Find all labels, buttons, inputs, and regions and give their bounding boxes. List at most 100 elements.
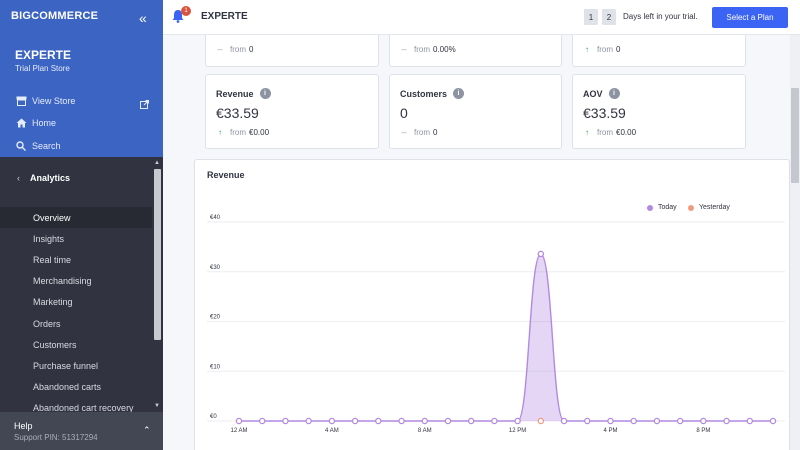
today-point: [723, 417, 730, 425]
y-tick-label: €30: [210, 265, 221, 271]
customers-card[interactable]: Customers i 0 -- from 0: [389, 74, 562, 149]
sidebar-scroll-thumb[interactable]: [154, 169, 161, 340]
legend-swatch: [688, 204, 694, 211]
from-label: from: [414, 45, 430, 54]
info-icon[interactable]: i: [608, 88, 620, 99]
metric-card: -- from 0: [205, 35, 379, 67]
metric-delta: -- from 0: [400, 128, 437, 137]
store-plan: Trial Plan Store: [15, 64, 70, 73]
today-point: [351, 417, 359, 425]
today-point: [491, 417, 498, 425]
sidebar-item-abandoned-cart-recovery[interactable]: Abandoned cart recovery: [33, 403, 134, 414]
analytics-section-toggle[interactable]: ‹ Analytics: [0, 167, 152, 189]
today-point: [584, 417, 591, 425]
legend-swatch: [647, 204, 653, 211]
today-point: [398, 417, 405, 425]
metric-label: Customers i: [400, 88, 465, 99]
page-scrollbar[interactable]: [790, 35, 800, 450]
today-line: [239, 253, 773, 422]
legend-item-yesterday[interactable]: Yesterday: [688, 204, 730, 211]
metric-delta: ↑ from 0: [583, 45, 620, 54]
from-label: from: [597, 128, 613, 137]
notification-bell-icon[interactable]: [172, 9, 184, 28]
scroll-down-icon[interactable]: ▼: [154, 403, 160, 409]
topbar: 1 EXPERTE 1 2 Days left in your trial. S…: [163, 0, 800, 35]
arrow-up-icon: ↑: [585, 45, 589, 54]
help-panel[interactable]: Help Support PIN: 51317294 ⌃: [0, 412, 163, 450]
chart-title: Revenue: [207, 170, 245, 180]
today-point: [769, 417, 777, 425]
sidebar-item-real-time[interactable]: Real time: [33, 254, 72, 265]
trial-text: Days left in your trial.: [623, 12, 698, 21]
analytics-section-title: Analytics: [30, 173, 71, 183]
today-point: [560, 417, 568, 425]
today-point: [514, 417, 521, 425]
sidebar-item-insights[interactable]: Insights: [33, 233, 65, 244]
metric-value: 0: [400, 105, 408, 121]
main-content: -- from 0 -- from 0.00% ↑ from 0 Revenue…: [163, 35, 790, 450]
chevron-up-icon[interactable]: ⌃: [143, 425, 151, 435]
external-link-icon[interactable]: [140, 96, 149, 114]
scroll-up-icon[interactable]: ▲: [154, 160, 160, 166]
x-tick-label: 8 PM: [696, 428, 710, 434]
info-icon[interactable]: i: [453, 88, 465, 99]
from-value: €0.00: [249, 128, 270, 137]
today-point: [467, 417, 475, 425]
legend-item-today[interactable]: Today: [647, 204, 677, 211]
revenue-card[interactable]: Revenue i €33.59 ↑ from €0.00: [205, 74, 379, 149]
collapse-sidebar-icon[interactable]: «: [139, 10, 147, 26]
no-change-indicator: --: [217, 45, 223, 54]
bigcommerce-logo[interactable]: BIGCOMMERCE: [11, 10, 99, 22]
sidebar-item-orders[interactable]: Orders: [33, 318, 61, 329]
today-point: [607, 417, 614, 425]
today-point: [235, 417, 243, 425]
view-store-link[interactable]: View Store: [15, 93, 75, 109]
home-icon: [15, 118, 27, 128]
arrow-up-icon: ↑: [218, 128, 222, 137]
view-store-label: View Store: [32, 96, 76, 106]
arrow-up-icon: ↑: [585, 128, 589, 137]
help-title: Help: [14, 421, 33, 431]
sidebar-item-marketing[interactable]: Marketing: [33, 297, 73, 308]
storefront-icon: [15, 96, 27, 106]
sidebar-item-customers[interactable]: Customers: [33, 339, 77, 350]
from-label: from: [597, 45, 613, 54]
today-point: [537, 250, 545, 258]
today-point: [444, 417, 452, 425]
trial-days-digit: 1: [584, 9, 598, 25]
legend-label: Yesterday: [699, 204, 730, 211]
today-point: [676, 417, 684, 425]
home-link[interactable]: Home: [15, 115, 56, 131]
sidebar-item-abandoned-carts[interactable]: Abandoned carts: [33, 382, 102, 393]
sidebar-item-overview[interactable]: Overview: [0, 207, 152, 229]
from-value: €0.00: [616, 128, 637, 137]
x-tick-label: 4 PM: [603, 428, 617, 434]
metric-label-text: Revenue: [216, 88, 254, 99]
metric-delta: -- from 0.00%: [400, 45, 455, 54]
today-point: [282, 417, 289, 425]
select-plan-button[interactable]: Select a Plan: [712, 7, 788, 28]
aov-card[interactable]: AOV i €33.59 ↑ from €0.00: [572, 74, 746, 149]
metric-delta: ↑ from €0.00: [216, 128, 269, 137]
x-tick-label: 8 AM: [418, 428, 432, 434]
from-value: 0: [433, 128, 438, 137]
info-icon[interactable]: i: [259, 88, 271, 99]
sidebar: BIGCOMMERCE « EXPERTE Trial Plan Store V…: [0, 0, 163, 450]
notification-badge: 1: [181, 6, 191, 16]
metric-label: Revenue i: [216, 88, 271, 99]
y-tick-label: €20: [210, 315, 221, 321]
from-value: 0: [249, 45, 254, 54]
metric-label-text: Customers: [400, 88, 448, 99]
sidebar-item-merchandising[interactable]: Merchandising: [33, 276, 92, 287]
metric-delta: ↑ from €0.00: [583, 128, 636, 137]
metric-card: -- from 0.00%: [389, 35, 562, 67]
chevron-left-icon: ‹: [17, 173, 20, 183]
x-tick-label: 12 PM: [509, 428, 526, 434]
sidebar-header: BIGCOMMERCE « EXPERTE Trial Plan Store V…: [0, 0, 163, 157]
search-link[interactable]: Search: [15, 138, 61, 154]
sidebar-item-purchase-funnel[interactable]: Purchase funnel: [33, 360, 99, 371]
home-label: Home: [32, 118, 57, 128]
page-scroll-thumb[interactable]: [791, 88, 799, 183]
store-title: EXPERTE: [201, 11, 248, 22]
today-point: [746, 417, 754, 425]
